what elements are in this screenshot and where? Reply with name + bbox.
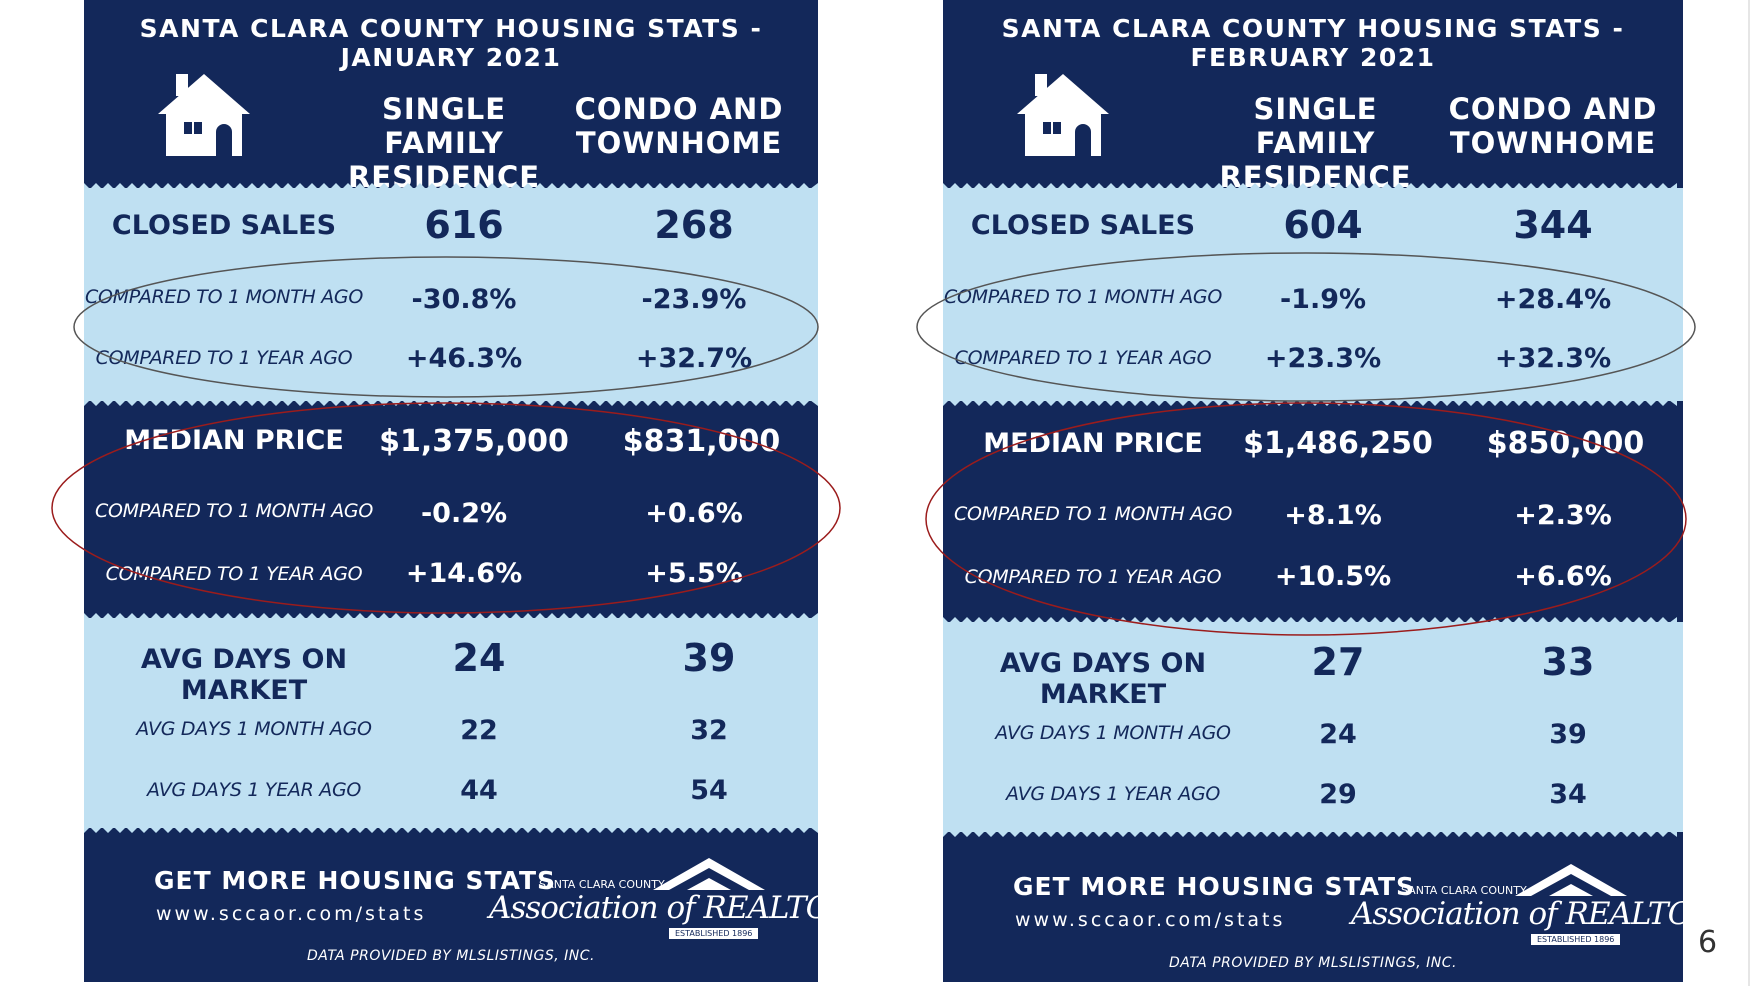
median-price-sfr: $1,486,250 [1243,426,1433,461]
closed-sales-sfr: 604 [1283,203,1363,247]
avg-days-label: AVG DAYS ON MARKET [999,648,1207,710]
closed-sales-month-label: COMPARED TO 1 MONTH AGO [944,286,1222,308]
avg-days-sfr: 27 [1311,640,1365,684]
closed-sales-section: CLOSED SALES 604 344 COMPARED TO 1 MONTH… [943,183,1683,406]
house-icon [158,74,250,156]
realtors-logo: SANTA CLARA COUNTY Association of REALTO… [489,856,874,939]
median-price-condo: $831,000 [622,424,781,459]
closed-sales-section: CLOSED SALES 616 268 COMPARED TO 1 MONTH… [84,183,818,406]
logo-small-text: SANTA CLARA COUNTY [1401,884,1527,897]
median-price-year-label: COMPARED TO 1 YEAR AGO [964,566,1222,588]
closed-sales-condo: 268 [654,203,734,247]
card-title: SANTA CLARA COUNTY HOUSING STATS - JANUA… [139,14,763,72]
avg-days-sfr: 24 [452,636,506,680]
median-price-sfr: $1,375,000 [379,424,569,459]
avg-days-month-condo: 39 [1549,719,1587,750]
column-header-condo: CONDO AND TOWNHOME [1448,92,1658,160]
avg-days-year-condo: 34 [1549,779,1587,810]
footer-heading: GET MORE HOUSING STATS [154,866,557,895]
house-icon [1017,74,1109,156]
avg-days-year-label: AVG DAYS 1 YEAR AGO [146,779,362,801]
footer-data-note: DATA PROVIDED BY MLSLISTINGS, INC. [307,948,595,964]
roof-logo-icon [653,858,765,890]
closed-sales-label: CLOSED SALES [970,210,1196,241]
footer-url[interactable]: www.sccaor.com/stats [1015,909,1286,931]
closed-sales-label: CLOSED SALES [111,210,337,241]
avg-days-section: AVG DAYS ON MARKET 24 39 AVG DAYS 1 MONT… [84,613,818,833]
card-title: SANTA CLARA COUNTY HOUSING STATS - FEBRU… [1001,14,1625,72]
median-price-year-sfr: +14.6% [405,558,523,589]
realtors-logo: SANTA CLARA COUNTY Association of REALTO… [1351,862,1736,945]
median-price-month-label: COMPARED TO 1 MONTH AGO [954,503,1232,525]
closed-sales-year-condo: +32.7% [635,343,753,374]
avg-days-condo: 39 [682,636,736,680]
avg-days-month-label: AVG DAYS 1 MONTH AGO [995,722,1231,744]
median-price-year-label: COMPARED TO 1 YEAR AGO [105,563,363,585]
avg-days-label: AVG DAYS ON MARKET [140,644,348,706]
median-price-month-sfr: -0.2% [420,498,508,529]
closed-sales-year-sfr: +23.3% [1264,343,1382,374]
logo-main-text: Association of REALTORS [1351,896,1736,932]
median-price-month-sfr: +8.1% [1284,500,1382,531]
median-price-year-condo: +6.6% [1514,561,1612,592]
avg-days-section: AVG DAYS ON MARKET 27 33 AVG DAYS 1 MONT… [943,617,1683,837]
logo-established: ESTABLISHED 1896 [669,928,759,939]
footer-data-note: DATA PROVIDED BY MLSLISTINGS, INC. [1169,955,1457,971]
avg-days-condo: 33 [1541,640,1595,684]
closed-sales-year-label: COMPARED TO 1 YEAR AGO [95,347,353,369]
housing-stats-card-january: SANTA CLARA COUNTY HOUSING STATS - JANUA… [84,0,874,982]
logo-established: ESTABLISHED 1896 [1531,934,1621,945]
avg-days-month-sfr: 22 [460,715,498,746]
closed-sales-year-sfr: +46.3% [405,343,523,374]
column-header-condo: CONDO AND TOWNHOME [574,92,784,160]
footer-url[interactable]: www.sccaor.com/stats [156,903,427,925]
closed-sales-condo: 344 [1513,203,1593,247]
avg-days-year-label: AVG DAYS 1 YEAR AGO [1005,783,1221,805]
logo-main-text: Association of REALTORS [489,890,874,926]
closed-sales-year-condo: +32.3% [1494,343,1612,374]
median-price-month-condo: +2.3% [1514,500,1612,531]
closed-sales-month-condo: +28.4% [1494,284,1612,315]
logo-small-text: SANTA CLARA COUNTY [539,878,665,891]
median-price-month-condo: +0.6% [645,498,743,529]
avg-days-month-sfr: 24 [1319,719,1357,750]
roof-logo-icon [1515,864,1627,896]
closed-sales-year-label: COMPARED TO 1 YEAR AGO [954,347,1212,369]
closed-sales-sfr: 616 [424,203,504,247]
avg-days-month-label: AVG DAYS 1 MONTH AGO [136,718,372,740]
closed-sales-month-condo: -23.9% [641,284,747,315]
avg-days-year-sfr: 44 [460,775,498,806]
avg-days-year-sfr: 29 [1319,779,1357,810]
avg-days-year-condo: 54 [690,775,728,806]
closed-sales-month-sfr: -1.9% [1279,284,1367,315]
median-price-label: MEDIAN PRICE [983,428,1203,459]
page-number: 6 [1698,925,1718,960]
median-price-month-label: COMPARED TO 1 MONTH AGO [95,500,373,522]
median-price-year-condo: +5.5% [645,558,743,589]
footer-heading: GET MORE HOUSING STATS [1013,872,1416,901]
avg-days-month-condo: 32 [690,715,728,746]
closed-sales-month-sfr: -30.8% [411,284,517,315]
median-price-label: MEDIAN PRICE [124,425,344,456]
median-price-year-sfr: +10.5% [1274,561,1392,592]
median-price-condo: $850,000 [1486,426,1645,461]
housing-stats-card-february: SANTA CLARA COUNTY HOUSING STATS - FEBRU… [943,0,1736,982]
slide-edge [1748,0,1750,986]
closed-sales-month-label: COMPARED TO 1 MONTH AGO [85,286,363,308]
